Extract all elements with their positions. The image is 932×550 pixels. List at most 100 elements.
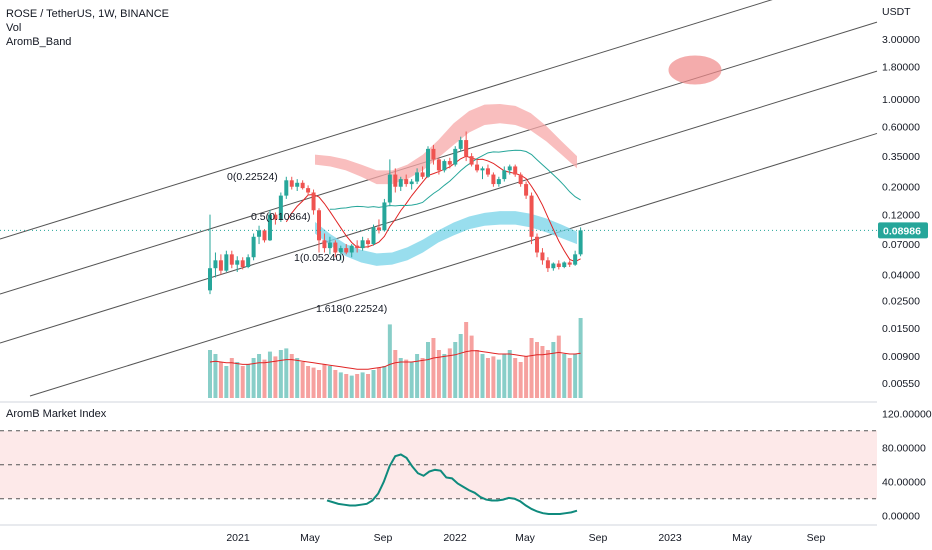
volume-bar [513, 358, 518, 398]
candle-body [480, 168, 485, 171]
volume-bar [366, 374, 371, 398]
candle-body [333, 242, 338, 253]
volume-bar [376, 367, 381, 398]
volume-bar [453, 342, 458, 398]
volume-bar [431, 338, 436, 398]
candle-body [436, 159, 441, 171]
volume-bar [485, 358, 490, 398]
axes: USDT 3.00000 1.80000 1.00000 0.60000 0.35000 0… [0, 6, 920, 544]
candle-body [562, 262, 567, 268]
candle-body [355, 245, 360, 249]
candle-body [273, 214, 278, 220]
candle-body [311, 192, 316, 211]
candle-body [409, 181, 414, 185]
candle-body [251, 236, 256, 258]
volume-bar [420, 358, 425, 398]
volume-bar [300, 362, 305, 398]
market-index-panel: 120.00000 80.00000 40.00000 0.00000 [0, 409, 932, 523]
volume-indicator-label[interactable]: Vol [6, 22, 22, 34]
band-indicator-label[interactable]: AromB_Band [6, 36, 72, 48]
y-tick-label: 0.02500 [882, 295, 920, 307]
candle-body [442, 161, 447, 171]
index-y-tick-label: 120.00000 [882, 409, 932, 421]
chart-legend: ROSE / TetherUS, 1W, BINANCE Vol AromB_B… [6, 7, 169, 49]
volume-bar [398, 358, 403, 398]
candle-body [420, 172, 425, 177]
y-tick-label: 0.35000 [882, 151, 920, 163]
volume-bar [306, 366, 311, 398]
candle-body [376, 227, 381, 231]
volume-bar [540, 346, 545, 398]
volume-bar [229, 358, 234, 398]
volume-bar [251, 358, 256, 398]
volume-bar [409, 362, 414, 398]
y-tick-label: 3.00000 [882, 34, 920, 46]
sub-panel-title[interactable]: AromB Market Index [6, 407, 106, 421]
candle-body [502, 170, 507, 180]
annotations: 0(0.22524) 0.5(0.10864) 1(0.05240) 1.618(0.… [0, 55, 928, 315]
candle-body [327, 242, 332, 249]
candle-body [218, 260, 223, 271]
symbol-title[interactable]: ROSE / TetherUS, 1W, BINANCE [6, 8, 170, 20]
candle-body [366, 240, 371, 245]
volume-bar [447, 348, 452, 398]
volume-bar [507, 350, 512, 398]
candle-body [398, 179, 403, 187]
volume-ma-line [209, 350, 581, 370]
upper-band [315, 103, 577, 185]
volume-bar [496, 359, 501, 398]
candle-body [229, 254, 234, 265]
candle-body [469, 156, 474, 165]
volume-bar [257, 354, 262, 398]
volume-bar [551, 342, 556, 398]
volume-bar [246, 364, 251, 398]
volume-bar [262, 359, 267, 398]
candle-body [246, 257, 251, 268]
volume-bar [436, 350, 441, 398]
candle-body [393, 174, 398, 187]
volume-bar [344, 374, 349, 398]
volume-bar [426, 342, 430, 398]
volume-bar [387, 324, 392, 398]
volume-bar [491, 356, 496, 398]
candle-body [551, 263, 556, 269]
volume-bar [349, 375, 354, 398]
candle-body [426, 148, 430, 177]
y-tick-label: 0.07000 [882, 239, 920, 251]
volume-bar [355, 374, 360, 398]
last-price-bg [878, 222, 928, 239]
volume-bar [529, 338, 534, 398]
volume-bar [295, 358, 300, 398]
volume-bar [208, 350, 212, 398]
volume-bar [458, 334, 463, 398]
candle-body [349, 245, 354, 253]
volume-bar [545, 350, 550, 398]
market-index-label: AromB Market Index [6, 408, 107, 420]
volume-bar [284, 348, 289, 398]
volume-bar [333, 370, 338, 398]
volume-bar [535, 342, 539, 398]
channel-line [29, 132, 878, 397]
volume-bar [240, 366, 245, 398]
candle-body [453, 148, 458, 165]
candlesticks [208, 131, 583, 295]
candle-body [573, 254, 578, 265]
candle-body [447, 161, 452, 165]
candle-body [556, 263, 561, 268]
x-tick-label: 2021 [226, 532, 250, 544]
volume-bar [475, 350, 480, 398]
y-tick-label: 0.20000 [882, 182, 920, 194]
volume-bar [518, 362, 523, 398]
candle-body [360, 240, 365, 249]
candle-body [278, 195, 283, 220]
candle-body [513, 166, 518, 175]
candle-body [300, 182, 305, 189]
index-y-tick-label: 0.00000 [882, 511, 920, 523]
y-tick-label: 0.12000 [882, 210, 920, 222]
candle-body [518, 174, 523, 185]
y-tick-label: 0.00900 [882, 351, 920, 363]
candle-body [267, 214, 272, 241]
x-tick-label: Sep [374, 532, 393, 544]
volume-bar [327, 366, 332, 398]
